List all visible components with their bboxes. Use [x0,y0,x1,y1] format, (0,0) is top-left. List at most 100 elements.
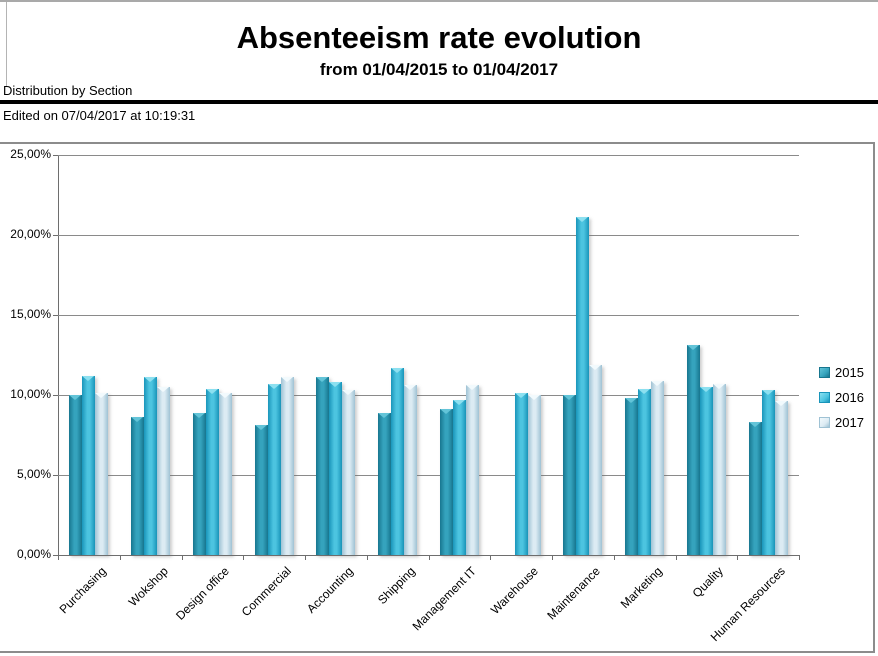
legend-swatch-2016 [819,392,830,403]
x-axis-tick [305,555,306,560]
bar-2017-commercial [280,377,294,555]
x-axis-tick [243,555,245,560]
bar-top-highlight [761,390,774,396]
x-axis-tick [737,555,739,560]
bar-top-highlight [316,377,329,383]
bar-2016-maintenance [576,217,590,555]
chart-frame: 2015 2016 2017 25,00% 20,00% 15,00% 10,00% 5,0… [0,142,875,653]
legend-item-2017: 2017 [819,410,864,435]
bar-2017-shipping [404,385,418,555]
bar-top-highlight [254,425,267,431]
bar-top-highlight [638,388,651,394]
bar-top-highlight [267,383,280,389]
x-axis-tick [799,555,800,560]
chart-title: Absenteeism rate evolution [236,20,642,55]
bar-2016-marketing [638,388,652,555]
legend-item-2016: 2016 [819,385,864,410]
bar-2017-wokshop [157,387,171,555]
bar-top-highlight [157,387,170,392]
bar-top-highlight [465,385,478,391]
bar-top-highlight [563,395,576,400]
bar-top-highlight [192,412,205,418]
bar-2015-management-it [439,409,453,555]
bar-2017-accounting [342,390,356,555]
bar-top-highlight [589,364,602,370]
bar-2016-purchasing [82,375,96,555]
bar-2015-quality [686,345,700,555]
gridline [58,315,799,316]
legend-swatch-2015 [819,367,830,378]
legend-item-2015: 2015 [819,360,864,385]
bar-2015-design-office [192,412,206,555]
bar-2016-design-office [205,388,219,555]
x-axis-tick [58,555,59,560]
bar-top-highlight [69,395,82,400]
y-axis-tick [53,155,58,156]
bar-2017-quality [712,383,726,555]
y-axis-label: 15,00% [10,307,51,321]
bar-top-highlight [404,385,417,391]
x-axis-tick [490,555,492,560]
bar-top-highlight [748,422,761,428]
bar-2015-commercial [254,425,268,555]
x-axis-tick [181,555,183,560]
gridline [58,475,799,476]
y-axis-tick [53,395,58,396]
bar-top-highlight [686,345,699,351]
y-axis-tick [53,555,58,556]
bar-top-highlight [378,412,391,418]
x-axis-tick [613,555,615,560]
legend: 2015 2016 2017 [819,360,864,435]
y-axis-tick [53,315,58,316]
bar-top-highlight [82,375,95,381]
bar-top-highlight [144,377,157,383]
bar-2017-management-it [465,385,479,555]
bar-top-highlight [329,382,342,388]
chart-subtitle: from 01/04/2015 to 01/04/2017 [319,60,559,79]
bar-2017-design-office [218,393,232,555]
x-axis-tick [428,555,430,560]
y-axis-label: 25,00% [10,147,51,161]
bar-top-highlight [280,377,293,383]
bar-2017-warehouse [527,395,541,555]
gridline [58,155,799,156]
bar-2016-accounting [329,382,343,555]
bar-top-highlight [391,367,404,373]
bar-top-highlight [774,401,787,407]
bar-2016-shipping [391,367,405,555]
bar-2016-human-resources [761,390,775,555]
legend-label-2016: 2016 [835,390,864,405]
bar-2016-management-it [452,399,466,555]
header-left-border [6,2,7,86]
legend-label-2015: 2015 [835,365,864,380]
bar-top-highlight [514,393,527,399]
bar-top-highlight [439,409,452,415]
header-divider-rule [0,100,878,104]
bar-top-highlight [95,393,108,399]
bar-2017-marketing [651,380,665,555]
bar-2015-purchasing [69,395,83,555]
gridline [58,395,799,396]
bar-top-highlight [576,217,589,223]
bar-2015-maintenance [563,395,577,555]
bar-top-highlight [527,395,540,400]
distribution-section-label: Distribution by Section [3,83,133,98]
edited-timestamp-label: Edited on 07/04/2017 at 10:19:31 [3,108,196,123]
x-axis-tick [675,555,677,560]
y-axis-label: 5,00% [16,467,51,481]
bar-2015-accounting [316,377,330,555]
y-axis-tick [53,475,58,476]
y-axis-label: 20,00% [10,227,51,241]
x-axis-tick [119,555,121,560]
legend-swatch-2017 [819,417,830,428]
bar-2015-shipping [378,412,392,555]
bar-top-highlight [342,390,355,396]
bar-top-highlight [218,393,231,399]
bar-2017-human-resources [774,401,788,555]
y-axis-label: 10,00% [10,387,51,401]
y-axis-label: 0,00% [16,547,51,561]
bar-2015-marketing [625,398,639,555]
y-axis-tick [53,235,58,236]
bar-top-highlight [205,388,218,394]
bar-2015-human-resources [748,422,762,555]
